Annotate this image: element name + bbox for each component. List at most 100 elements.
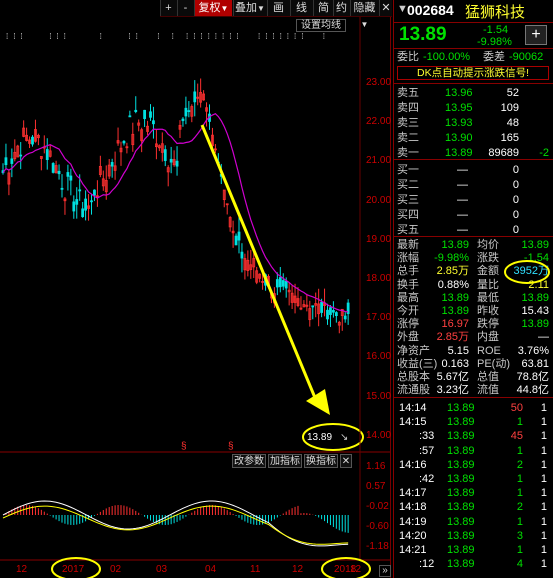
stat-value: 0.163 bbox=[441, 357, 469, 370]
stat-value: 78.8亿 bbox=[516, 371, 549, 383]
tick-count: 1 bbox=[540, 558, 547, 571]
simple-button-2[interactable]: 约 bbox=[333, 0, 349, 16]
tick-price: 13.89 bbox=[447, 430, 475, 443]
tick-time: 14:20 bbox=[399, 529, 427, 542]
tick-volume: 1 bbox=[516, 515, 523, 528]
bid-price: — bbox=[457, 164, 468, 176]
stat-label: 最低 bbox=[477, 291, 499, 304]
stat-value: 16.97 bbox=[441, 318, 469, 331]
add-watchlist-button[interactable]: + bbox=[525, 25, 547, 45]
bid-label: 买二 bbox=[397, 179, 419, 191]
tick-price: 13.89 bbox=[447, 458, 475, 471]
chevron-down-icon: ▼ bbox=[257, 4, 265, 13]
macd-tick: 1.16 bbox=[366, 461, 386, 472]
stat-value: 63.81 bbox=[521, 357, 549, 370]
time-tick: 12 bbox=[292, 564, 304, 575]
tick-price: 13.89 bbox=[447, 544, 475, 556]
hide-dropdown[interactable]: 隐藏 ▼ bbox=[350, 0, 378, 29]
macd-tick: -0.60 bbox=[366, 521, 389, 532]
tick-count: 1 bbox=[540, 515, 547, 528]
stat-row: 总手 2.85万 金额 3952万 bbox=[393, 265, 553, 278]
ask-row: 卖三 13.93 48 bbox=[393, 116, 553, 130]
stat-label: 净资产 bbox=[397, 344, 430, 357]
stat-value: 44.8亿 bbox=[516, 384, 549, 397]
simple-button[interactable]: 简 bbox=[313, 0, 333, 16]
tick-price: 13.89 bbox=[447, 416, 475, 429]
weibi-row: 委比 -100.00% 委差 -90062 bbox=[393, 50, 553, 64]
tick-time: :33 bbox=[419, 430, 435, 443]
bid-label: 买四 bbox=[397, 209, 419, 221]
fuquan-dropdown[interactable]: 复权▼ bbox=[194, 0, 232, 16]
year-2017-highlight bbox=[51, 557, 101, 578]
tick-row: 14:15 13.89 1 1 bbox=[393, 415, 553, 429]
chevron-down-icon: ▼ bbox=[360, 20, 369, 29]
stat-value: 13.89 bbox=[521, 291, 549, 304]
tick-price: 13.89 bbox=[447, 473, 475, 485]
change-params-button[interactable]: 改参数 bbox=[232, 454, 266, 468]
tick-volume: 4 bbox=[516, 558, 523, 571]
switch-indicator-button[interactable]: 换指标 bbox=[304, 454, 338, 468]
ask-volume: 52 bbox=[506, 87, 519, 99]
stock-name: 猛狮科技 bbox=[465, 4, 526, 21]
chart-toolbar: + - 复权▼ 叠加▼ 画 线 简 约 隐藏▼ ✕ bbox=[160, 0, 392, 29]
price-tick: 18.00 bbox=[366, 273, 392, 284]
tick-row: 14:19 13.89 1 1 bbox=[393, 515, 553, 529]
svg-text:⁞: ⁞ bbox=[280, 32, 282, 41]
close-icon[interactable]: ✕ bbox=[379, 0, 392, 16]
tick-volume: 1 bbox=[516, 487, 523, 500]
tick-count: 1 bbox=[540, 501, 547, 514]
bid-price: — bbox=[457, 209, 468, 221]
svg-text:⁞: ⁞ bbox=[323, 32, 325, 41]
ask-label: 卖二 bbox=[397, 132, 419, 144]
overlay-dropdown[interactable]: 叠加▼ bbox=[233, 0, 266, 16]
stat-value: 13.89 bbox=[441, 239, 469, 251]
tick-row: 14:17 13.89 1 1 bbox=[393, 486, 553, 500]
tick-count: 1 bbox=[540, 529, 547, 542]
tick-volume: 1 bbox=[516, 544, 523, 556]
dk-signal-link[interactable]: DK点自动提示涨跌信号! bbox=[397, 66, 549, 80]
stat-value: 5.15 bbox=[447, 344, 469, 357]
close-icon[interactable]: ✕ bbox=[340, 454, 352, 468]
panel-header: ▼ 002684 猛狮科技 bbox=[393, 0, 553, 22]
svg-text:⁞: ⁞ bbox=[100, 32, 102, 41]
weicha-label: 委差 bbox=[483, 51, 505, 63]
macd-dea-line bbox=[2, 505, 349, 545]
svg-text:⁞: ⁞ bbox=[6, 32, 8, 41]
tick-time: :42 bbox=[419, 473, 435, 485]
add-indicator-button[interactable]: 加指标 bbox=[268, 454, 302, 468]
price-change: -1.54 bbox=[483, 24, 509, 36]
price-tick: 17.00 bbox=[366, 312, 392, 324]
zoom-out-button[interactable]: - bbox=[177, 0, 193, 16]
fuquan-label: 复权 bbox=[198, 2, 221, 14]
back-arrow-icon[interactable]: ▼ bbox=[397, 3, 408, 15]
tick-row: :57 13.89 1 1 bbox=[393, 444, 553, 458]
price-tick: 22.00 bbox=[366, 116, 392, 128]
expand-icon[interactable]: » bbox=[379, 565, 391, 577]
tick-price: 13.89 bbox=[447, 558, 475, 571]
tick-time: 14:21 bbox=[399, 544, 427, 556]
svg-text:⁞: ⁞ bbox=[229, 32, 231, 41]
tick-row: 14:20 13.89 3 1 bbox=[393, 529, 553, 543]
stat-value: 0.88% bbox=[437, 278, 469, 291]
tick-price: 13.89 bbox=[447, 402, 475, 414]
ask-price: 13.96 bbox=[445, 87, 473, 99]
macd-tick: -0.02 bbox=[366, 501, 389, 512]
line-button[interactable]: 线 bbox=[290, 0, 312, 16]
tick-volume: 2 bbox=[516, 458, 523, 471]
bid-row: 买五 — 0 bbox=[393, 223, 553, 237]
tick-time: 14:17 bbox=[399, 487, 427, 500]
stat-row: 换手 0.88% 量比 2.11 bbox=[393, 279, 553, 292]
macd-tick: 0.57 bbox=[366, 481, 386, 492]
stat-value: 13.89 bbox=[441, 305, 469, 317]
ask-label: 卖五 bbox=[397, 87, 419, 99]
hide-label: 隐藏 bbox=[353, 2, 376, 14]
svg-text:⁞: ⁞ bbox=[222, 32, 224, 41]
tick-row: 14:16 13.89 2 1 bbox=[393, 458, 553, 472]
tick-count: 1 bbox=[540, 487, 547, 500]
zoom-in-button[interactable]: + bbox=[160, 0, 176, 16]
stat-value: 15.43 bbox=[521, 305, 549, 317]
bid-row: 买四 — 0 bbox=[393, 208, 553, 222]
tick-volume: 45 bbox=[510, 430, 523, 443]
draw-button[interactable]: 画 bbox=[267, 0, 289, 16]
set-mean-button[interactable]: 设置均线 bbox=[296, 19, 346, 32]
